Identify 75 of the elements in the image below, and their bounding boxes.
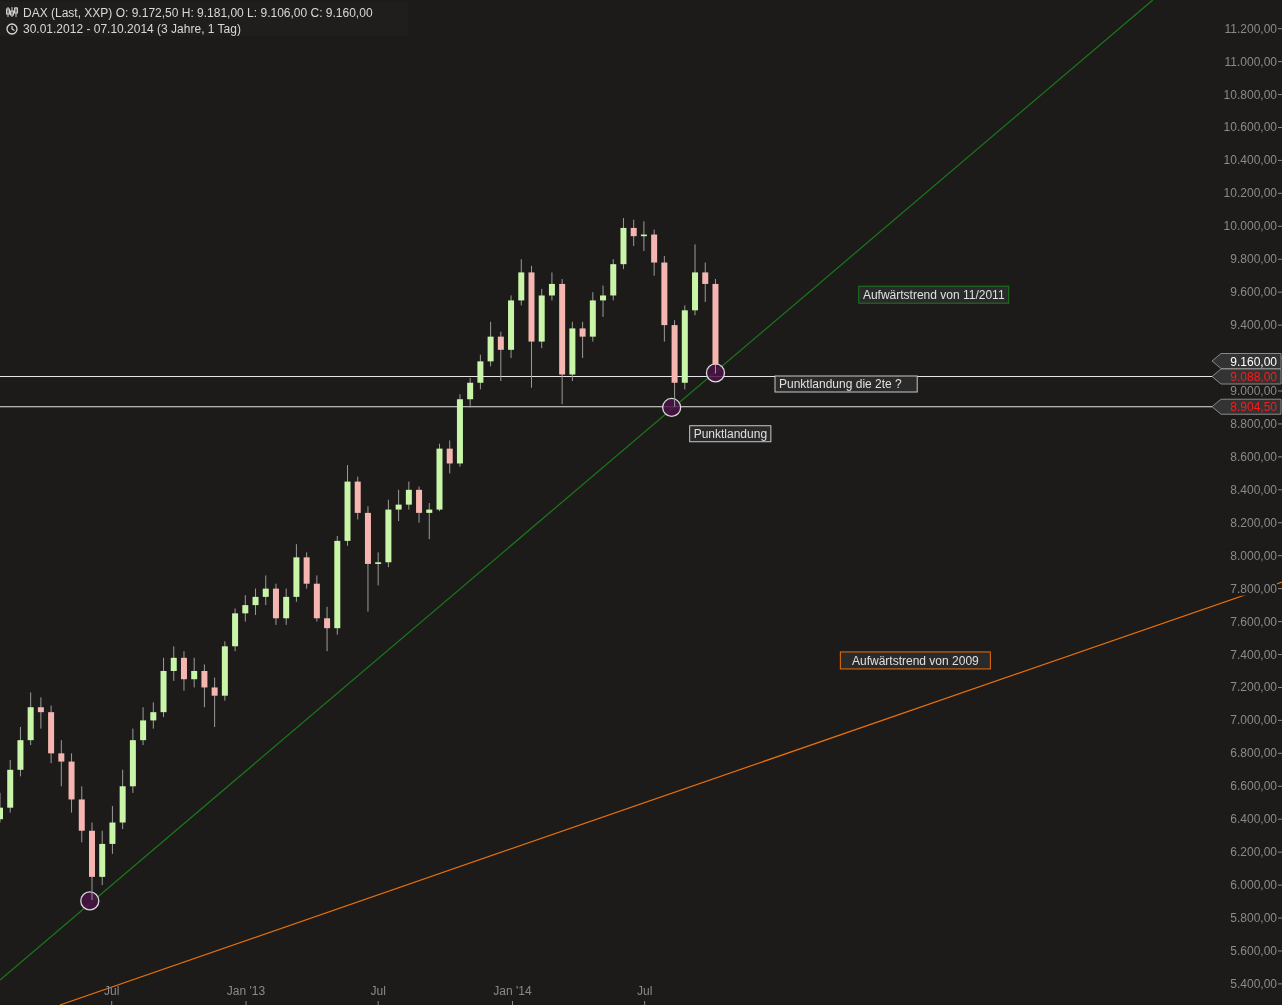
- candlestick: [375, 551, 382, 586]
- x-tick-label: Jan '14: [493, 984, 532, 998]
- candlestick: [416, 486, 423, 524]
- y-tick-label: 5.400,00: [1230, 976, 1278, 991]
- x-tick-label: Jul: [636, 984, 653, 998]
- annotation: Punktlandung die 2te ?: [779, 377, 903, 391]
- candlestick: [109, 805, 116, 855]
- y-tick-label: 10.400,00: [1223, 153, 1278, 168]
- series-label: Aufwärtstrend von 2009: [851, 653, 980, 668]
- y-tick-label: 7.600,00: [1230, 614, 1278, 629]
- y-tick-label: 8.600,00: [1230, 449, 1278, 464]
- candlestick: [497, 331, 504, 382]
- y-tick-label: 10.200,00: [1223, 186, 1278, 201]
- candlestick: [58, 739, 65, 787]
- y-tick-label: 6.000,00: [1230, 878, 1278, 893]
- y-tick-label: 5.600,00: [1230, 943, 1278, 958]
- candlestick: [201, 663, 208, 708]
- y-tick-label: 6.400,00: [1230, 812, 1278, 827]
- candlestick: [405, 481, 412, 511]
- y-tick-label: 9.600,00: [1230, 285, 1278, 300]
- y-tick-label: 9.000,00: [1230, 384, 1278, 398]
- y-tick-label: 6.800,00: [1230, 746, 1278, 761]
- candlestick: [191, 657, 198, 688]
- point: [662, 397, 682, 418]
- candlestick: [426, 502, 433, 540]
- x-tick-label: Jul: [104, 984, 120, 998]
- point: [80, 891, 100, 911]
- candlestick: [477, 354, 484, 390]
- candlestick: [242, 594, 249, 623]
- candlestick: [630, 219, 637, 247]
- text: 30.01.2012 - 07.10.2014 (3 Jahre, 1 Tag): [23, 22, 241, 36]
- candlestick: [579, 321, 586, 359]
- y-tick-label: 8.800,00: [1230, 416, 1278, 431]
- candlestick: [600, 285, 607, 318]
- annotation: 9.160,00: [1230, 354, 1278, 369]
- candlestick: [252, 588, 259, 616]
- y-tick-label: 7.000,00: [1230, 713, 1278, 728]
- y-tick-label: 11.200,00: [1224, 21, 1278, 36]
- ref-line-label: 8.904,50: [1230, 400, 1278, 415]
- candlestick: [262, 574, 269, 606]
- annotation: Punktlandung: [693, 426, 768, 441]
- y-tick-label: 9.800,00: [1230, 252, 1278, 267]
- y-tick-label: 10.000,00: [1223, 219, 1278, 234]
- candlestick: [283, 588, 290, 626]
- text: DAX (Last, XXP) O: 9.172,50 H: 9.181,00 L: 9.106,00 C: 9.160,00: [23, 6, 373, 20]
- y-tick-label: 8.000,00: [1230, 548, 1278, 563]
- candlestick: [170, 645, 177, 682]
- text: Aufwärtstrend von 11/2011: [862, 288, 1005, 303]
- candlestick: [548, 271, 555, 301]
- candlestick: [467, 377, 474, 408]
- point: [705, 363, 726, 383]
- y-tick-label: 8.200,00: [1230, 515, 1278, 530]
- y-tick-label: 7.200,00: [1230, 680, 1278, 695]
- candlestick: [324, 606, 331, 652]
- candlestick: [37, 696, 44, 730]
- candlestick: [446, 439, 453, 474]
- candlestick: [180, 650, 187, 692]
- y-tick-label: 6.600,00: [1230, 779, 1278, 794]
- y-tick-label: 9.400,00: [1230, 318, 1278, 333]
- candlestick: [211, 677, 218, 728]
- x-tick-label: Jan '13: [226, 984, 266, 998]
- candlestick: [140, 706, 147, 746]
- y-tick-label: 10.600,00: [1223, 120, 1278, 135]
- candlestick: [395, 489, 402, 522]
- y-tick-label: 7.800,00: [1230, 581, 1278, 596]
- y-tick-label: 11.000,00: [1224, 54, 1278, 69]
- y-tick-label: 10.800,00: [1223, 87, 1278, 102]
- y-tick-label: 6.200,00: [1230, 845, 1278, 860]
- x-tick-label: Jul: [370, 984, 386, 998]
- candlestick: [702, 262, 709, 303]
- y-tick-label: 8.400,00: [1230, 482, 1278, 497]
- y-tick-label: 7.400,00: [1230, 647, 1278, 662]
- candlestick: [150, 701, 157, 730]
- y-tick-label: 5.800,00: [1230, 911, 1278, 926]
- ref-line-label: 9.088,00: [1230, 370, 1278, 384]
